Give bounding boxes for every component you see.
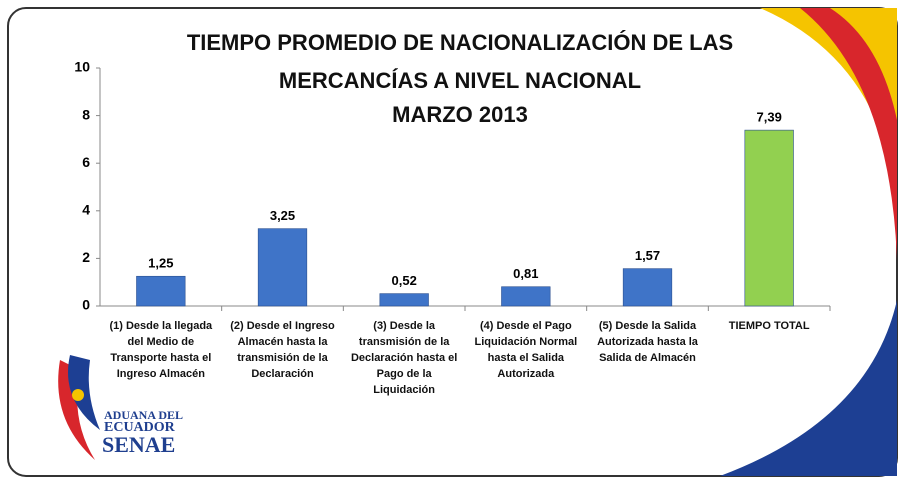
- value-label: 1,57: [635, 248, 660, 263]
- logo-swoosh-blue: [68, 355, 100, 430]
- x-tick-label: (3) Desde la transmisión de la Declaraci…: [350, 320, 458, 396]
- y-tick-label: 2: [82, 249, 90, 265]
- logo-text: SENAE: [102, 432, 176, 457]
- x-tick-label: (2) Desde el Ingreso Almacén hasta la tr…: [230, 320, 335, 380]
- bar: [257, 228, 308, 307]
- logo-swoosh-red: [58, 360, 95, 460]
- value-label: 3,25: [270, 208, 295, 223]
- value-label: 1,25: [148, 256, 173, 271]
- x-tick-label: (5) Desde la Salida Autorizada hasta la …: [597, 320, 698, 364]
- value-label: 0,52: [392, 273, 417, 288]
- swoosh-blue: [720, 300, 897, 476]
- logo-dot: [72, 389, 84, 401]
- y-tick-label: 6: [82, 154, 90, 170]
- y-tick-label: 0: [82, 297, 90, 313]
- bar: [379, 293, 429, 307]
- bar: [501, 286, 551, 307]
- bar: [136, 275, 186, 307]
- y-tick-label: 10: [74, 59, 90, 75]
- x-tick-label: (4) Desde el Pago Liquidación Normal has…: [474, 320, 578, 380]
- bar: [744, 129, 794, 307]
- x-tick-label: TIEMPO TOTAL: [728, 320, 810, 332]
- swoosh-red: [800, 8, 897, 260]
- y-tick-label: 4: [82, 202, 90, 218]
- logo-text: ECUADOR: [104, 420, 175, 435]
- value-label: 7,39: [757, 110, 782, 125]
- y-tick-label: 8: [82, 106, 90, 122]
- chart-subtitle: MARZO 2013: [392, 102, 528, 127]
- x-tick-label: (1) Desde la llegada del Medio de Transp…: [109, 320, 213, 380]
- value-label: 0,81: [513, 266, 538, 281]
- chart-title: TIEMPO PROMEDIO DE NACIONALIZACIÓN DE LA…: [186, 30, 734, 93]
- bar: [622, 268, 673, 307]
- logo-text: ADUANA DEL: [104, 408, 184, 422]
